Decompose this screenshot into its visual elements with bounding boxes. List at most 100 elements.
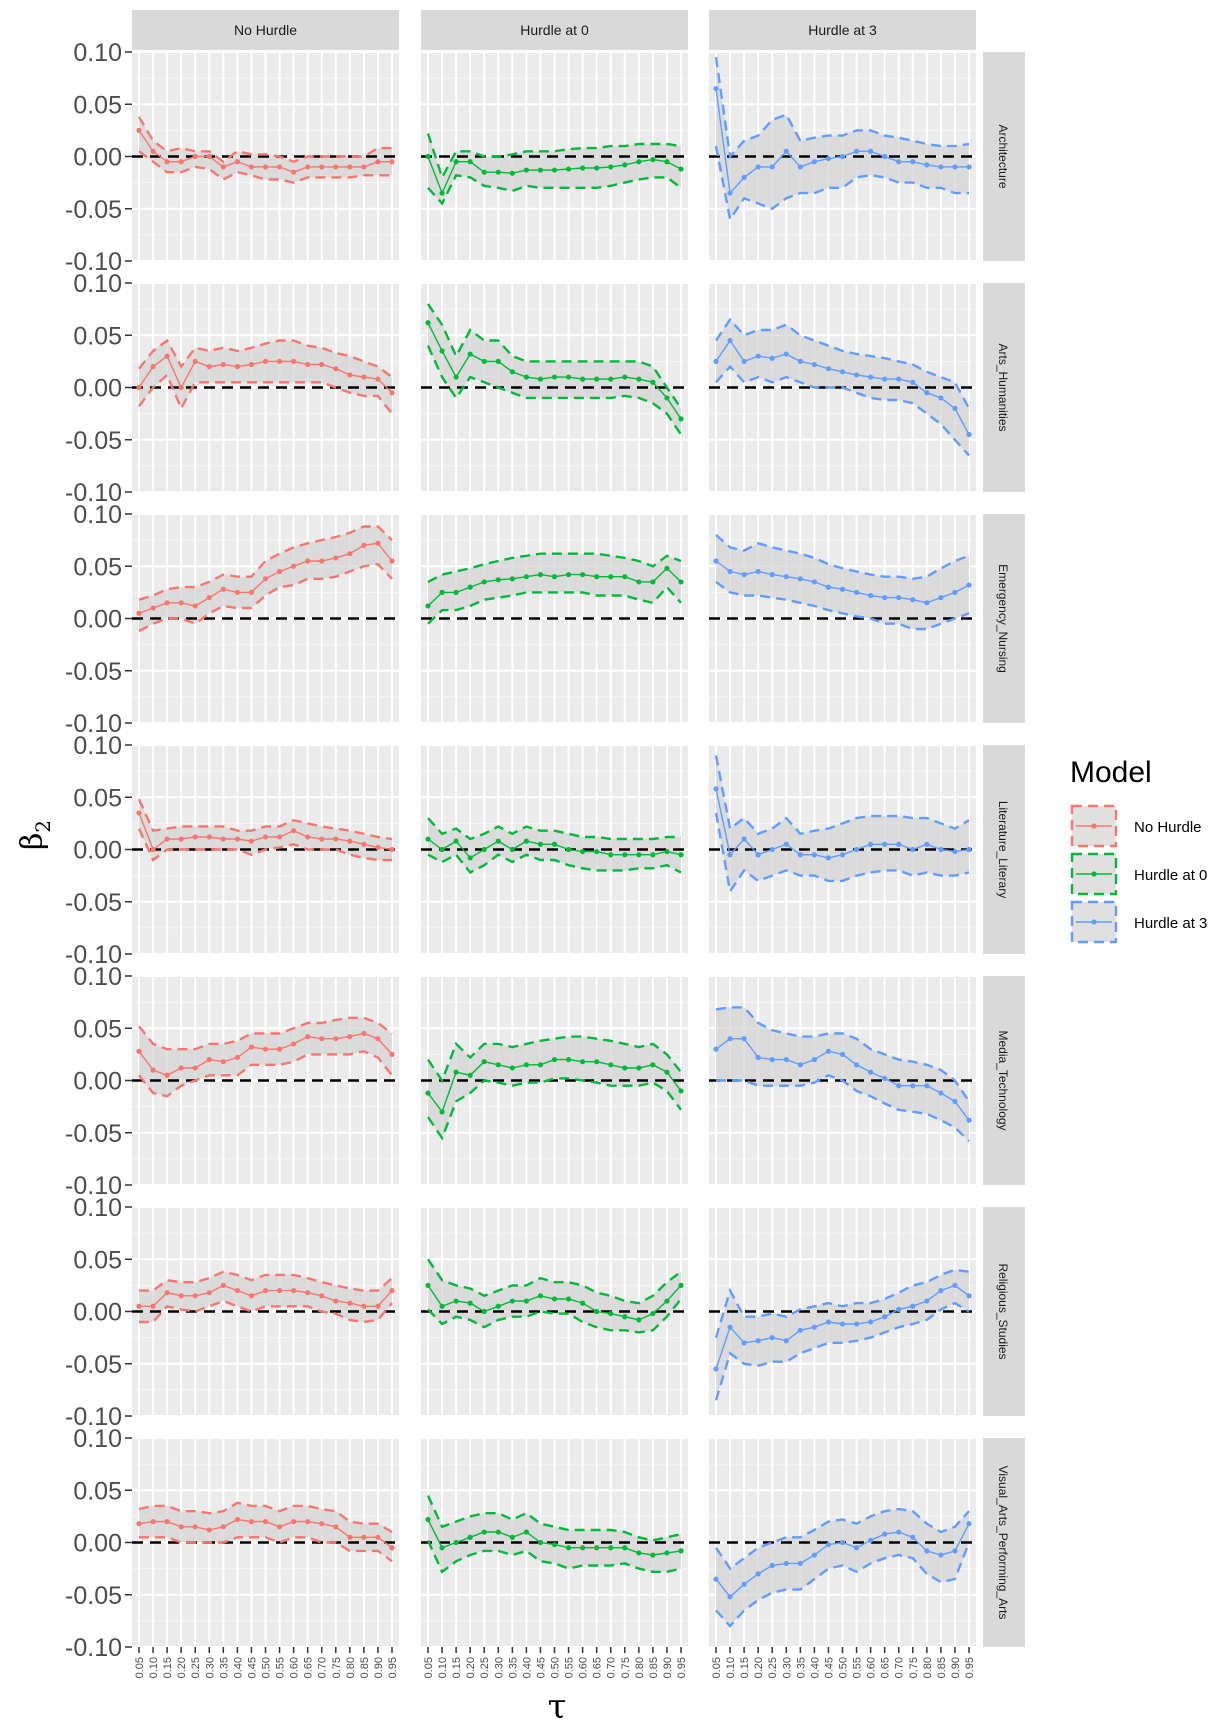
row-strip-label: Emergency_Nursing bbox=[996, 564, 1010, 673]
row-strip-literature-literary: Literature_Literary bbox=[983, 745, 1025, 954]
estimate-point bbox=[924, 390, 930, 396]
column-strip-bg bbox=[421, 10, 688, 50]
estimate-point bbox=[537, 1293, 544, 1299]
estimate-point bbox=[783, 148, 789, 154]
estimate-point bbox=[713, 786, 719, 792]
estimate-point bbox=[509, 1065, 515, 1071]
estimate-point bbox=[636, 376, 642, 382]
y-tick-label: -0.05 bbox=[65, 889, 122, 917]
estimate-point bbox=[580, 376, 586, 382]
x-axis-layer: 0.05 0.10 0.15 0.20 0.25 0.30 0.35 0.40 0.45 0.50… bbox=[134, 1647, 976, 1678]
estimate-point bbox=[608, 574, 614, 580]
estimate-point bbox=[495, 1062, 501, 1068]
y-tick-label: 0.05 bbox=[73, 553, 122, 581]
estimate-point bbox=[952, 848, 958, 855]
y-tick-label: -0.10 bbox=[65, 479, 122, 507]
row-strip-label: Religious_Studies bbox=[996, 1263, 1010, 1359]
x-tick-label: 0.15 bbox=[162, 1657, 174, 1678]
estimate-point bbox=[495, 169, 501, 175]
estimate-point bbox=[636, 579, 642, 585]
panel-arts-humanities-hurdle-at-3 bbox=[709, 282, 976, 493]
lower-bound-line bbox=[137, 828, 392, 862]
estimate-point bbox=[622, 1545, 628, 1551]
estimate-point bbox=[811, 1057, 817, 1063]
estimate-point bbox=[896, 1083, 902, 1089]
estimate-point bbox=[192, 358, 198, 364]
estimate-point bbox=[839, 1321, 846, 1327]
lower-bound-line bbox=[426, 1539, 682, 1574]
estimate-point bbox=[551, 574, 558, 580]
row-strip-architecture: Architecture bbox=[983, 52, 1025, 261]
y-tick-label: 0.00 bbox=[73, 375, 122, 403]
estimate-point bbox=[467, 159, 473, 165]
estimate-point bbox=[206, 1527, 212, 1533]
estimate-point bbox=[565, 374, 572, 380]
estimate-point bbox=[389, 1545, 395, 1551]
estimate-point bbox=[882, 153, 888, 160]
estimate-point bbox=[291, 1041, 297, 1047]
estimate-point bbox=[797, 1560, 803, 1566]
row-strip-label: Media_Technology bbox=[996, 1030, 1010, 1130]
panel-emergency-nursing-hurdle-at-0 bbox=[421, 513, 688, 724]
estimate-point bbox=[150, 605, 156, 611]
estimate-point bbox=[565, 1296, 572, 1302]
estimate-point bbox=[206, 1057, 212, 1063]
estimate-point bbox=[178, 836, 184, 842]
x-tick-label: 0.15 bbox=[451, 1657, 463, 1678]
estimate-point bbox=[839, 1051, 846, 1057]
y-tick-label: -0.10 bbox=[65, 1172, 122, 1200]
column-strip-label: Hurdle at 0 bbox=[520, 22, 589, 38]
legend-key-point bbox=[1091, 823, 1097, 829]
estimate-point bbox=[319, 1293, 325, 1299]
upper-bound-line bbox=[427, 1258, 682, 1305]
estimate-point bbox=[453, 374, 459, 380]
estimate-point bbox=[220, 164, 226, 170]
y-tick-label: 0.10 bbox=[73, 1194, 122, 1222]
estimate-point bbox=[811, 579, 817, 585]
estimate-point bbox=[262, 358, 269, 364]
y-tick-label: -0.05 bbox=[65, 427, 122, 455]
y-axis-title: β2 bbox=[15, 820, 55, 850]
row-strip-bg bbox=[983, 283, 1025, 492]
estimate-point bbox=[938, 164, 944, 170]
y-tick-label: 0.00 bbox=[73, 144, 122, 172]
estimate-point bbox=[797, 1062, 803, 1068]
estimate-point bbox=[924, 841, 930, 847]
estimate-point bbox=[664, 395, 670, 401]
panel-architecture-no-hurdle bbox=[132, 51, 399, 262]
lower-bound-line bbox=[426, 345, 682, 436]
estimate-point bbox=[868, 841, 874, 847]
estimate-point bbox=[896, 1529, 902, 1535]
x-tick-label: 0.10 bbox=[437, 1657, 449, 1678]
y-tick-label: 0.05 bbox=[73, 784, 122, 812]
panel-media-technology-no-hurdle bbox=[132, 975, 399, 1186]
x-tick-label: 0.65 bbox=[303, 1657, 315, 1678]
estimate-point bbox=[924, 162, 930, 168]
estimate-point bbox=[481, 579, 487, 585]
x-tick-label: 0.20 bbox=[465, 1657, 477, 1678]
estimate-point bbox=[150, 1067, 156, 1073]
upper-bound-line bbox=[138, 1016, 393, 1051]
estimate-point bbox=[755, 568, 761, 575]
estimate-point bbox=[248, 1293, 255, 1299]
estimate-point bbox=[537, 841, 544, 847]
estimate-point bbox=[192, 1065, 198, 1071]
estimate-point bbox=[952, 1548, 958, 1554]
y-tick-label: -0.05 bbox=[65, 658, 122, 686]
panel-literature-literary-hurdle-at-0 bbox=[421, 744, 688, 955]
panels-layer bbox=[132, 51, 976, 1648]
estimate-point bbox=[853, 1062, 860, 1068]
estimate-point bbox=[565, 1057, 572, 1063]
estimate-point bbox=[896, 1306, 902, 1313]
estimate-point bbox=[565, 166, 572, 172]
estimate-point bbox=[467, 1534, 473, 1540]
estimate-point bbox=[755, 353, 761, 359]
legend-label: Hurdle at 0 bbox=[1134, 867, 1207, 884]
estimate-point bbox=[811, 1324, 817, 1330]
lower-bound-line bbox=[427, 173, 682, 206]
estimate-point bbox=[622, 1314, 628, 1320]
estimate-point bbox=[375, 1036, 381, 1042]
estimate-point bbox=[797, 164, 803, 170]
estimate-point bbox=[938, 1552, 944, 1558]
legend: Model No Hurdle Hurdle at 0 Hurdle at 3 bbox=[1070, 756, 1207, 944]
